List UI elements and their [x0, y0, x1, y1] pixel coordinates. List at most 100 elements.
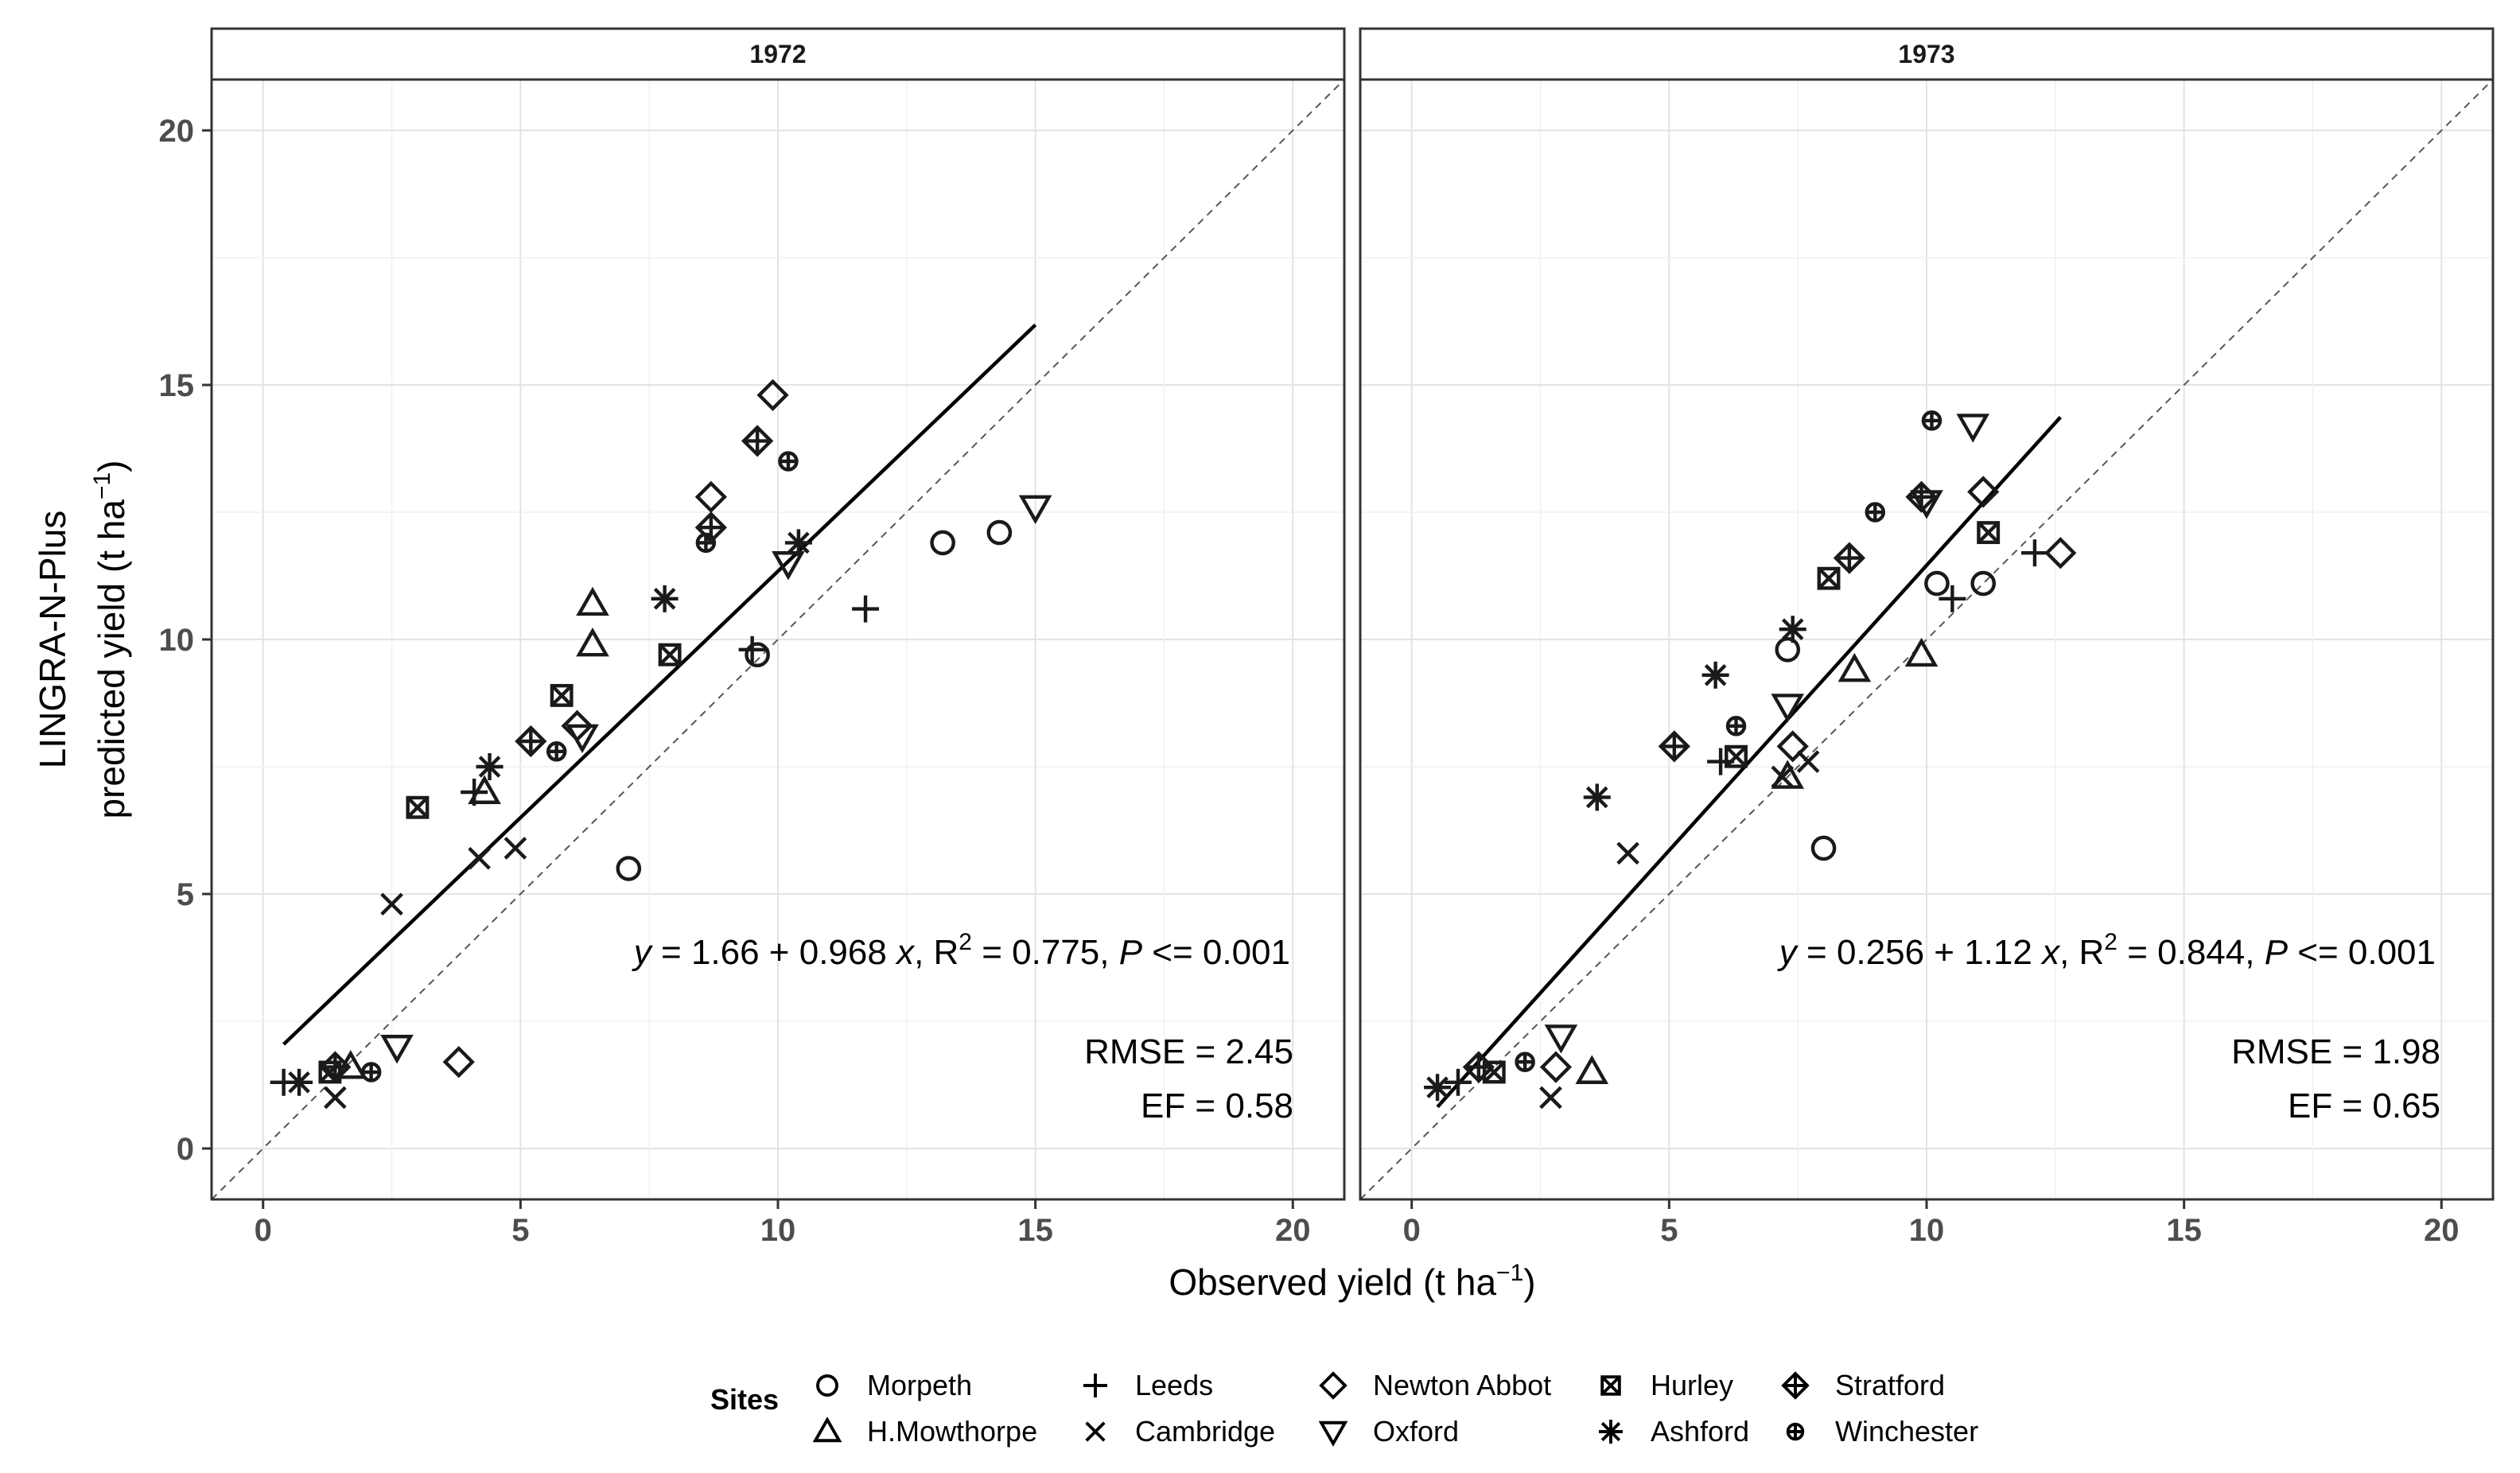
legend-title: Sites [710, 1383, 779, 1416]
point-newton-abbot [756, 379, 789, 411]
point-morpeth [1775, 636, 1801, 663]
point-hurley [1977, 521, 2001, 545]
point-oxford [566, 724, 599, 754]
point-leeds [1444, 1068, 1472, 1096]
point-winchester [1921, 410, 1942, 431]
point-winchester [1725, 716, 1747, 736]
point-winchester [1865, 502, 1886, 523]
x-tick-label: 15 [1017, 1213, 1053, 1248]
point-stratford [741, 425, 774, 457]
point-stratford [515, 725, 547, 758]
x-tick-label: 10 [760, 1213, 796, 1248]
point-h-mowthorpe [1904, 637, 1939, 667]
point-oxford [1771, 694, 1805, 723]
point-cambridge [324, 1086, 347, 1110]
point-oxford [1956, 414, 1990, 443]
point-hurley [1817, 566, 1841, 590]
point-stratford [1462, 1051, 1495, 1083]
y-tick-label: 10 [159, 623, 195, 658]
y-tick-label: 15 [159, 368, 195, 403]
annotation: y = 0.256 + 1.12 x, R2 = 0.844, P <= 0.0… [1777, 929, 2440, 1125]
y-axis-title-line1: LINGRA-N-Plus [32, 511, 73, 769]
legend-item-leeds: Leeds [1083, 1369, 1213, 1401]
point-h-mowthorpe [576, 586, 609, 616]
regression-line [1436, 415, 2062, 1109]
point-h-mowthorpe [1575, 1055, 1609, 1084]
point-hurley [550, 683, 574, 707]
legend-label: Leeds [1135, 1369, 1213, 1401]
x-axis-title: Observed yield (t ha−1) [1169, 1260, 1535, 1303]
legend-label: Winchester [1835, 1415, 1978, 1448]
point-h-mowthorpe [1838, 652, 1872, 682]
point-hurley [1725, 744, 1748, 768]
one-to-one-line [211, 79, 1345, 1200]
point-stratford [1833, 542, 1866, 574]
point-oxford [1544, 1024, 1578, 1054]
legend-item-winchester: Winchester [1786, 1415, 1978, 1448]
legend-item-oxford: Oxford [1318, 1415, 1459, 1448]
point-ashford [1583, 783, 1611, 811]
point-leeds [852, 595, 880, 623]
points [1424, 410, 2077, 1110]
point-stratford [319, 1051, 352, 1083]
point-winchester [360, 1062, 382, 1082]
point-morpeth [745, 642, 770, 668]
point-winchester [778, 451, 799, 472]
point-ashford [1701, 661, 1729, 689]
x-tick-label: 0 [1403, 1213, 1421, 1248]
ef-label: EF = 0.58 [1141, 1086, 1293, 1125]
point-ashford [651, 585, 679, 612]
legend-label: Hurley [1651, 1369, 1733, 1401]
legend-item-newton-abbot: Newton Abbot [1319, 1369, 1551, 1401]
point-ashford [1779, 616, 1806, 643]
panel-strip [1359, 27, 2495, 81]
point-winchester [695, 532, 717, 554]
rmse-label: RMSE = 2.45 [1084, 1032, 1293, 1071]
point-oxford [1018, 495, 1052, 525]
legend-label: Morpeth [867, 1369, 972, 1401]
y-axis-title-line2: predicted yield (t ha−1) [89, 461, 132, 819]
x-tick-label: 5 [1660, 1213, 1678, 1248]
point-newton-abbot [442, 1046, 475, 1079]
point-cambridge [504, 837, 527, 860]
point-cambridge [1616, 841, 1639, 865]
legend-item-stratford: Stratford [1781, 1369, 1945, 1401]
legend-label: H.Mowthorpe [867, 1415, 1037, 1448]
ticks: 0 5 10 15 20 0 5 10 15 20 [159, 114, 1311, 1248]
legend-label: Oxford [1373, 1415, 1459, 1448]
regression-equation: y = 0.256 + 1.12 x, R2 = 0.844, P <= 0.0… [1777, 929, 2436, 972]
y-tick-label: 5 [177, 877, 194, 912]
ef-label: EF = 0.65 [2288, 1086, 2440, 1125]
legend-label: Stratford [1835, 1369, 1945, 1401]
point-newton-abbot [694, 480, 727, 513]
point-leeds [2020, 539, 2048, 567]
point-newton-abbot [1539, 1051, 1573, 1083]
point-oxford [380, 1035, 414, 1064]
legend-label: Newton Abbot [1373, 1369, 1551, 1401]
y-tick-label: 0 [177, 1132, 194, 1167]
rmse-label: RMSE = 1.98 [2231, 1032, 2440, 1071]
ticks: 0 5 10 15 20 [1403, 1199, 2460, 1248]
point-leeds [461, 779, 488, 806]
reference-lines [1359, 79, 2494, 1200]
point-ashford [784, 529, 812, 557]
point-newton-abbot [1776, 730, 1809, 763]
legend-label: Cambridge [1135, 1415, 1275, 1448]
legend-item-ashford: Ashford [1599, 1415, 1749, 1448]
point-leeds [1939, 585, 1966, 612]
panel-1973: 1973 0 5 10 15 20 y = 0.256 + 1.12 x, R2 = 0… [1359, 27, 2495, 1248]
point-morpeth [1970, 570, 1997, 597]
grid [1360, 80, 2493, 1199]
x-tick-label: 5 [511, 1213, 529, 1248]
point-cambridge [1771, 765, 1795, 789]
point-morpeth [1924, 570, 1950, 597]
x-tick-label: 10 [1909, 1213, 1945, 1248]
legend-item-cambridge: Cambridge [1085, 1415, 1275, 1448]
reference-lines [211, 79, 1345, 1200]
regression-equation: y = 1.66 + 0.968 x, R2 = 0.775, P <= 0.0… [632, 929, 1290, 972]
point-oxford [772, 551, 805, 581]
y-tick-label: 20 [159, 114, 195, 149]
legend: Sites Morpeth H.Mowthorpe Leeds Cambridge Ne… [710, 1369, 1978, 1448]
point-newton-abbot [2044, 537, 2077, 569]
point-cambridge [1539, 1086, 1562, 1110]
